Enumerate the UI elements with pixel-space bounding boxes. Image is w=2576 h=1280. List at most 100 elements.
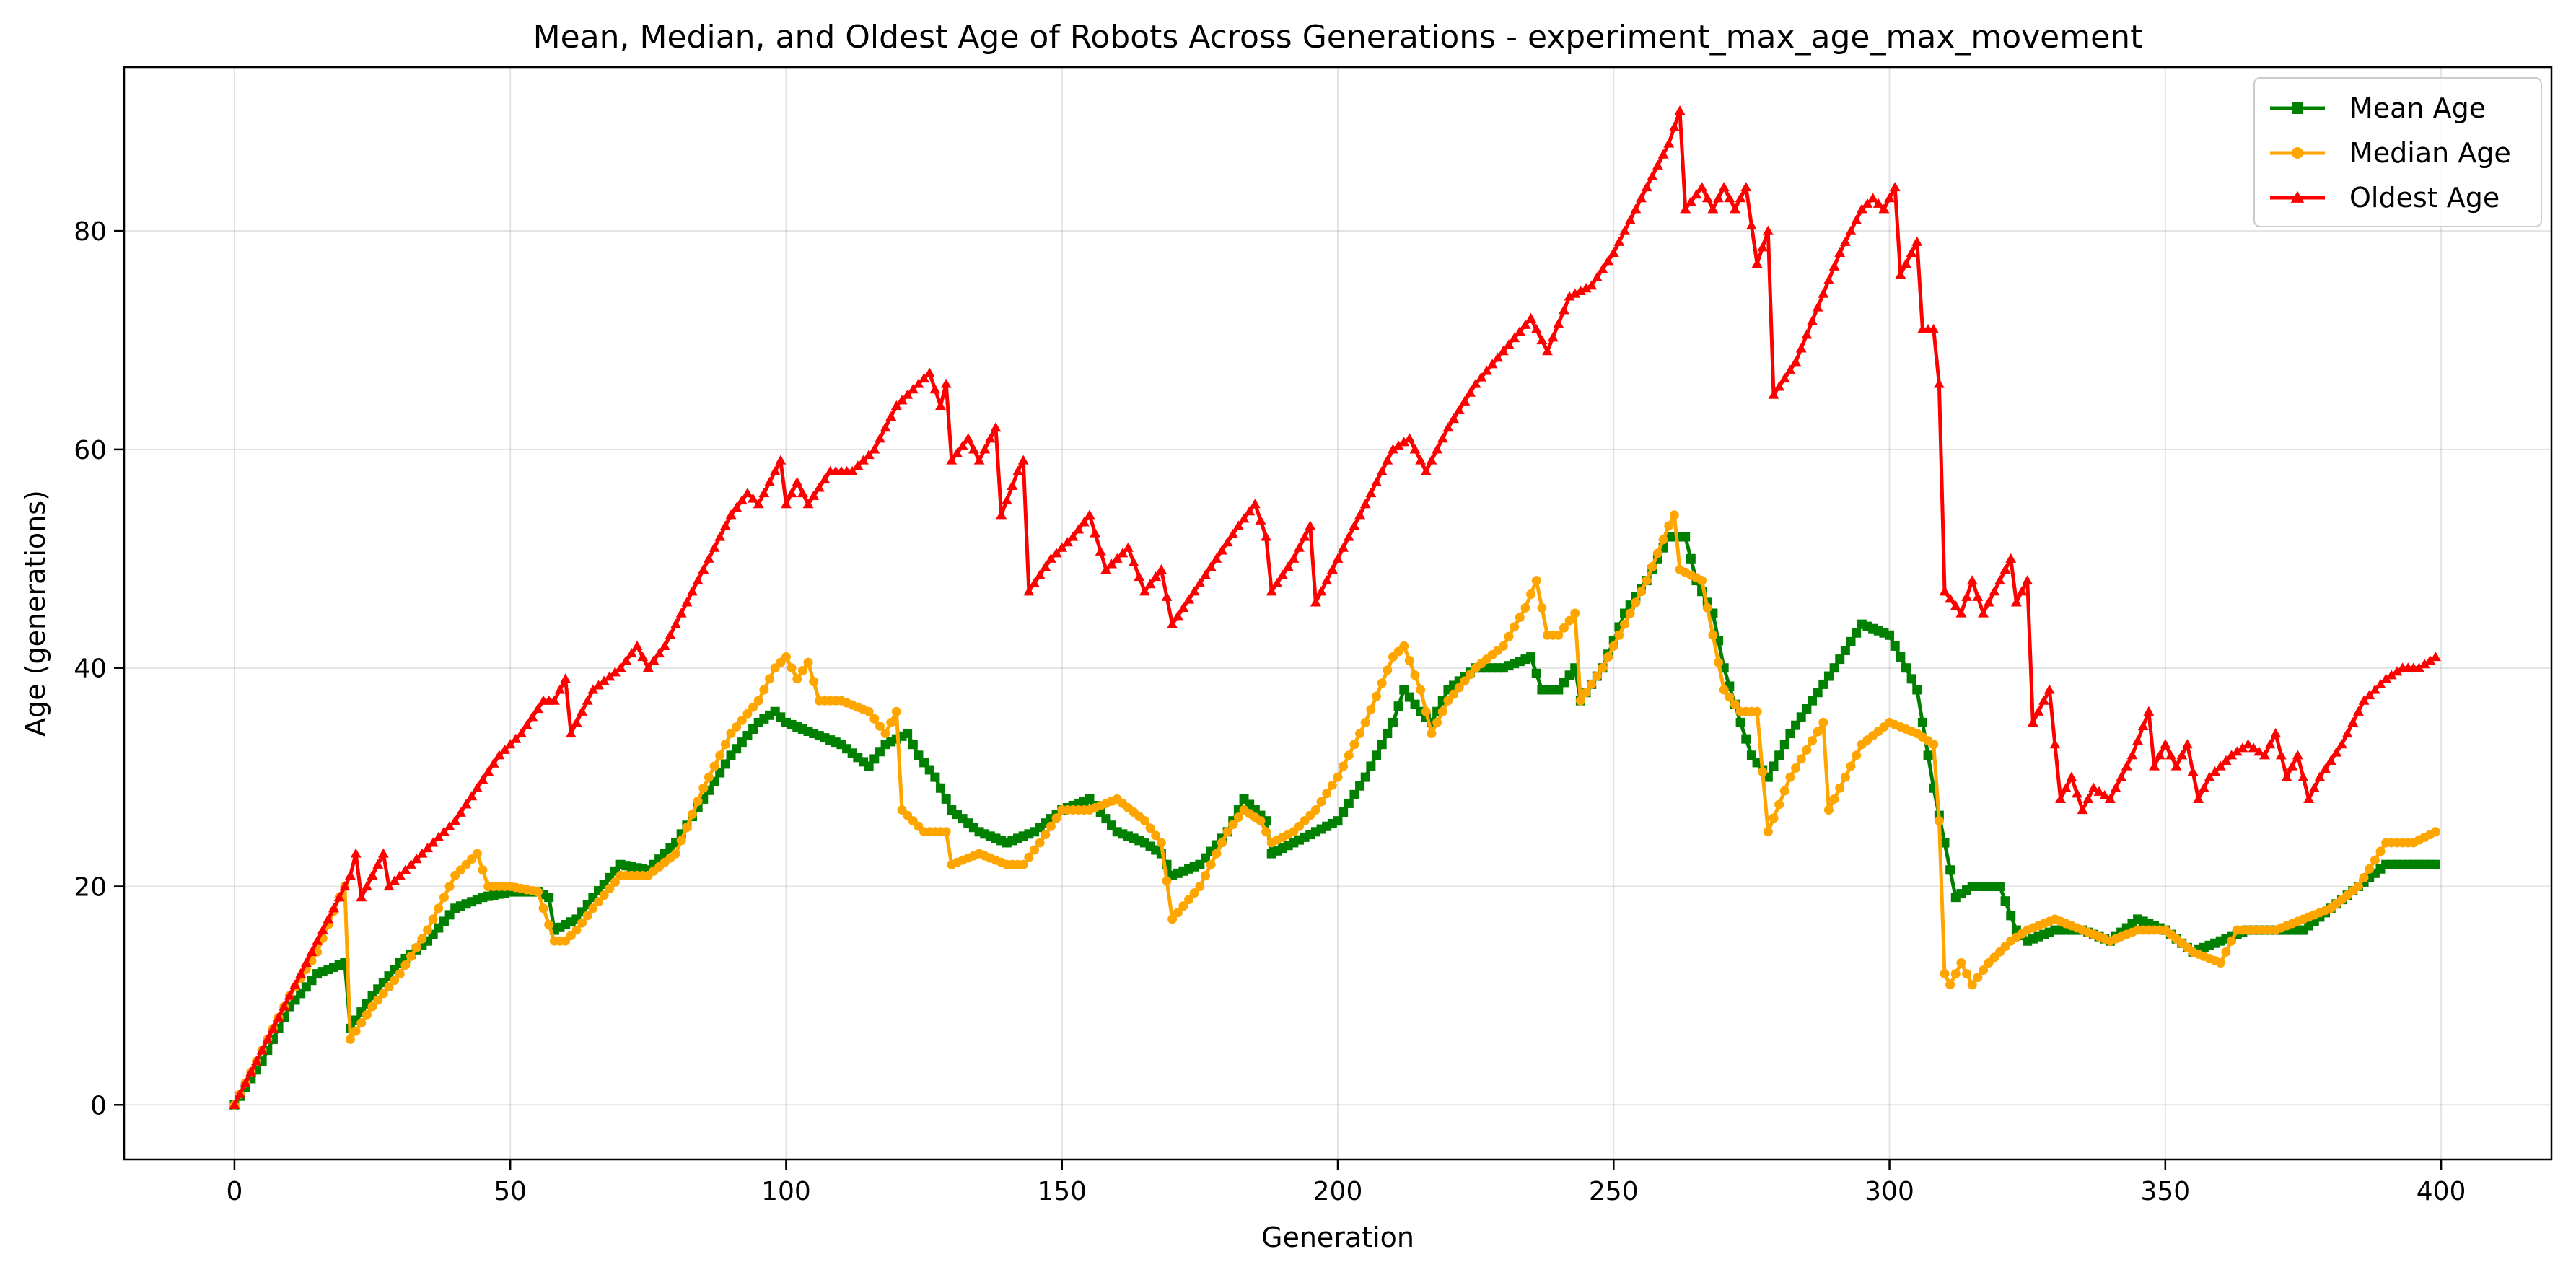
median-age-point [2365, 864, 2375, 874]
oldest-age-point [2087, 782, 2099, 792]
median-age-point [1973, 973, 1983, 983]
oldest-age-point [665, 629, 676, 639]
oldest-age-point [1045, 553, 1056, 563]
tick-layer: 0 50 100 150 200 250 300 350 400 0 20 40 60 80 [74, 217, 2466, 1206]
oldest-age-point [416, 848, 428, 858]
oldest-age-point [593, 680, 604, 690]
oldest-age-point [874, 433, 885, 443]
oldest-age-point [1906, 247, 1917, 257]
oldest-age-point [1034, 569, 1046, 579]
median-age-point [1846, 761, 1856, 771]
oldest-age-point [1624, 214, 1636, 224]
oldest-age-point [400, 864, 411, 874]
mean-age-point [1923, 750, 1933, 760]
oldest-age-point [802, 499, 814, 509]
oldest-age-point [267, 1022, 279, 1033]
median-age-point [809, 677, 819, 687]
y-tick-label: 20 [74, 873, 107, 903]
mean-age-point [908, 740, 918, 750]
oldest-age-point [2027, 716, 2038, 727]
mean-age-point [1808, 696, 1818, 706]
oldest-age-point [935, 400, 947, 410]
mean-age-point [1774, 750, 1784, 760]
oldest-age-point [2430, 652, 2441, 662]
oldest-age-point [957, 440, 968, 450]
median-age-point [1046, 821, 1056, 831]
legend-mean-age-marker [2292, 102, 2303, 114]
oldest-age-point [317, 924, 328, 934]
oldest-age-point [2060, 782, 2072, 792]
mean-age-point [1531, 668, 1541, 678]
median-age-point [1184, 895, 1194, 905]
median-age-point [1041, 830, 1051, 840]
mean-age-point [1852, 628, 1862, 638]
oldest-age-point [1343, 531, 1354, 541]
oldest-age-point [1216, 545, 1227, 555]
median-age-point [1637, 587, 1646, 597]
median-age-point [610, 877, 620, 887]
median-age-point [1167, 914, 1178, 924]
oldest-age-point [869, 444, 880, 454]
oldest-age-point [1211, 553, 1222, 563]
oldest-age-point [973, 455, 985, 465]
oldest-age-point [1012, 465, 1024, 475]
median-age-point [1355, 729, 1365, 739]
mean-age-point [941, 794, 951, 804]
oldest-age-point [466, 791, 478, 801]
oldest-age-point [1238, 513, 1250, 523]
x-tick-label: 0 [226, 1177, 242, 1206]
oldest-age-point [548, 695, 560, 705]
median-age-point [1416, 685, 1426, 695]
oldest-age-point [1828, 260, 1840, 271]
x-tick-label: 250 [1589, 1177, 1639, 1206]
mean-age-point [1333, 816, 1343, 826]
oldest-age-point [1365, 487, 1377, 498]
oldest-age-point [295, 968, 307, 978]
oldest-age-point [1696, 182, 1708, 192]
oldest-age-point [1122, 542, 1134, 552]
x-tick-label: 200 [1313, 1177, 1363, 1206]
oldest-age-point [1067, 531, 1079, 541]
oldest-age-point [2110, 782, 2121, 792]
x-tick-label: 50 [494, 1177, 527, 1206]
mean-age-point [544, 893, 554, 903]
mean-age-point [1945, 865, 1955, 875]
mean-age-point [1360, 772, 1370, 782]
y-tick-label: 40 [74, 654, 107, 684]
oldest-age-point [1591, 271, 1603, 282]
oldest-age-point [323, 913, 334, 924]
oldest-age-point [1972, 591, 1984, 601]
mean-age-point [1885, 630, 1895, 640]
oldest-age-point [1090, 527, 1101, 538]
oldest-age-point [1150, 571, 1162, 582]
median-age-point [1592, 671, 1602, 681]
median-age-point [704, 772, 714, 782]
oldest-age-point [852, 460, 864, 470]
mean-age-point [924, 765, 934, 775]
oldest-age-point [764, 476, 775, 486]
median-age-point [1664, 521, 1674, 531]
oldest-age-point [748, 493, 759, 503]
oldest-age-point [1966, 575, 1978, 585]
median-age-point [676, 836, 686, 846]
mean-age-point [1917, 717, 1927, 727]
oldest-age-point [692, 575, 704, 585]
oldest-age-point [312, 935, 323, 945]
mean-age-point [1906, 674, 1916, 684]
oldest-age-point [300, 957, 312, 968]
oldest-age-point [1172, 610, 1183, 621]
median-age-point [1195, 882, 1205, 891]
oldest-age-point [460, 799, 472, 809]
median-age-point [1035, 838, 1045, 848]
oldest-age-point [2176, 750, 2188, 760]
oldest-age-point [780, 499, 792, 509]
oldest-age-point [1294, 542, 1305, 552]
oldest-age-point [769, 465, 781, 475]
oldest-age-point [1288, 553, 1300, 563]
oldest-age-point [471, 782, 483, 792]
median-age-point [1979, 965, 1989, 976]
median-age-point [1410, 670, 1420, 680]
median-age-point [748, 702, 758, 712]
median-age-point [1934, 816, 1944, 826]
oldest-age-point [1928, 323, 1940, 333]
